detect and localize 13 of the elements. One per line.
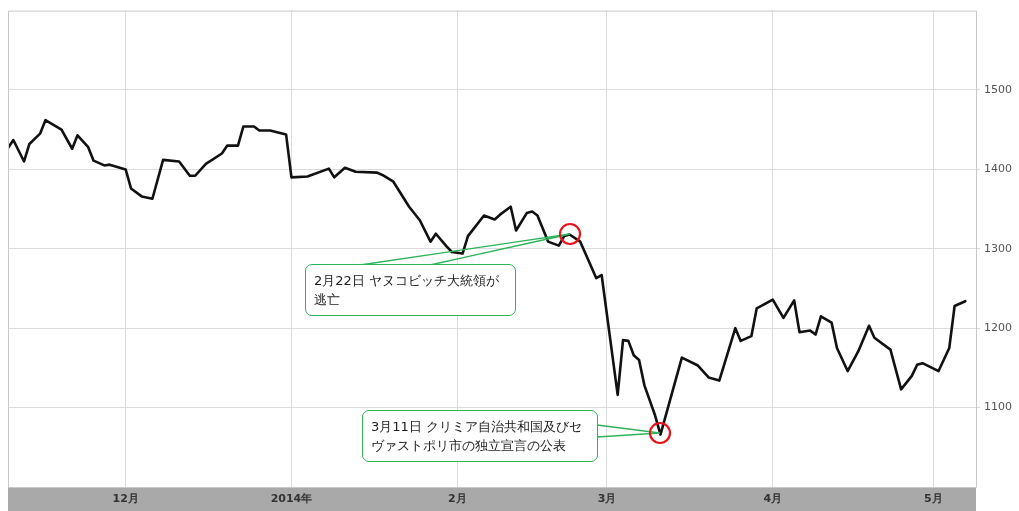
y-tick-label: 1500 [984, 82, 1012, 96]
y-tick-label: 1200 [984, 321, 1012, 335]
x-tick-label: 12月 [112, 492, 139, 506]
annotation: 2月22日 ヤヌコビッチ大統領が逃亡 [305, 264, 516, 316]
x-tick-label: 3月 [597, 492, 617, 506]
x-tick-label: 4月 [763, 492, 783, 506]
y-tick-label: 1400 [984, 162, 1012, 176]
y-tick-label: 1100 [984, 400, 1012, 414]
x-tick-label: 2014年 [270, 492, 313, 506]
y-tick-label: 1300 [984, 241, 1012, 255]
x-tick-label: 2月 [447, 492, 467, 506]
annotation: 3月11日 クリミア自治共和国及びセヴァストポリ市の独立宣言の公表 [362, 410, 598, 462]
x-tick-label: 5月 [923, 492, 943, 506]
